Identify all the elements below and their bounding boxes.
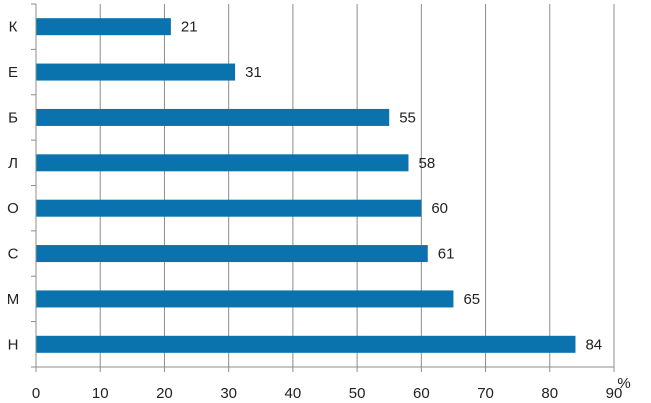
grid-lines [99, 4, 615, 367]
bar-6 [36, 290, 454, 308]
x-axis-unit-label: % [617, 375, 630, 392]
value-label-7: 84 [585, 336, 602, 353]
labels: 0 10 20 30 40 50 60 70 80 90 К 21 Е 31 Б 55 Л 58 О 60 С 61 М 65… [7, 19, 623, 402]
category-label-6: М [7, 291, 20, 308]
x-tick-label-0: 0 [32, 385, 40, 402]
x-tick-label-50: 50 [349, 385, 366, 402]
value-label-5: 61 [438, 246, 455, 263]
bar-2 [36, 108, 390, 126]
bars [36, 18, 576, 353]
bar-4 [36, 199, 422, 217]
value-label-4: 60 [431, 200, 448, 217]
x-tick-label-60: 60 [413, 385, 430, 402]
value-label-6: 65 [463, 291, 480, 308]
x-tick-label-30: 30 [220, 385, 237, 402]
bar-7 [36, 335, 576, 353]
axes [31, 3, 615, 372]
x-tick-label-20: 20 [156, 385, 173, 402]
x-tick-label-10: 10 [92, 385, 109, 402]
value-label-2: 55 [399, 109, 416, 126]
category-label-4: О [7, 200, 19, 217]
x-tick-label-80: 80 [541, 385, 558, 402]
category-label-5: С [8, 246, 19, 263]
category-label-0: К [9, 19, 18, 36]
category-label-7: Н [8, 336, 19, 353]
bar-1 [36, 63, 236, 81]
bar-3 [36, 154, 409, 172]
value-label-0: 21 [181, 19, 198, 36]
value-label-1: 31 [245, 64, 262, 81]
category-label-3: Л [8, 155, 18, 172]
x-tick-label-40: 40 [285, 385, 302, 402]
category-label-1: Е [8, 64, 18, 81]
value-label-3: 58 [418, 155, 435, 172]
x-tick-label-90: 90 [606, 385, 623, 402]
x-tick-label-70: 70 [477, 385, 494, 402]
bar-0 [36, 18, 171, 36]
bar-5 [36, 245, 428, 263]
category-label-2: Б [8, 109, 18, 126]
